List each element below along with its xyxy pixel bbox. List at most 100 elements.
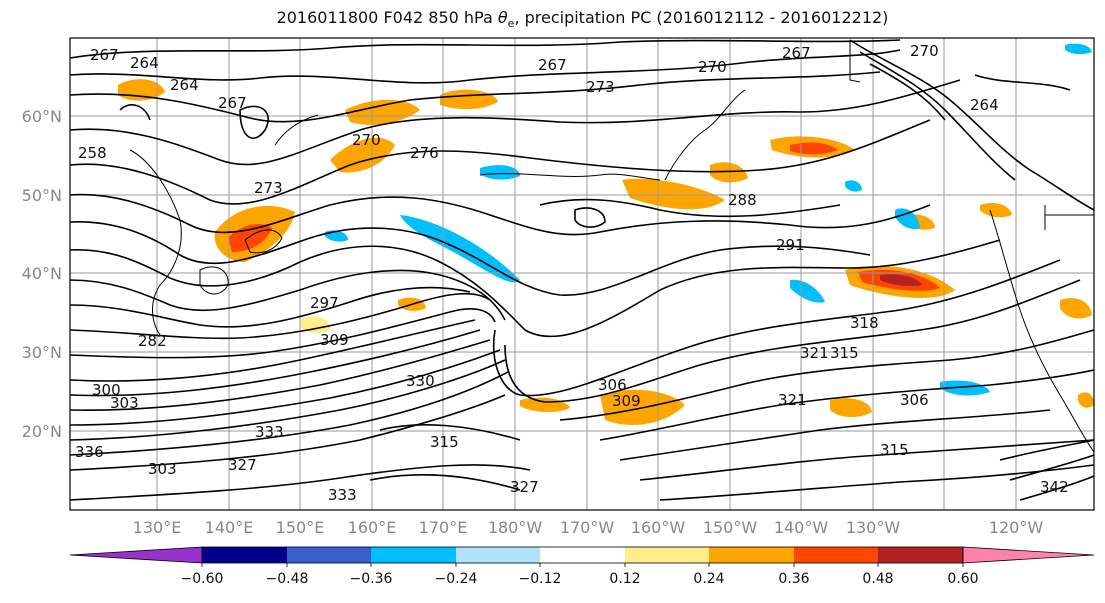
lon-label: 140°E: [205, 518, 254, 537]
contour-label: 291: [776, 236, 805, 254]
longitude-labels: 130°E 140°E 150°E 160°E 170°E 180°W 170°…: [133, 518, 1044, 537]
contour-label: 270: [910, 42, 939, 60]
contour-label: 309: [612, 392, 641, 410]
contour-label: 321: [778, 391, 807, 409]
lat-label: 20°N: [22, 422, 62, 441]
contour-label: 321: [800, 344, 829, 362]
lon-label: 150°W: [703, 518, 758, 537]
colorbar-tick-label: −0.36: [350, 571, 393, 587]
contour-label: 330: [406, 372, 435, 390]
colorbar-tick-label: 0.12: [609, 571, 640, 587]
colorbar-tick-label: −0.24: [435, 571, 478, 587]
contour-label: 273: [586, 78, 615, 96]
precip-patch: [790, 142, 838, 155]
contour-label: 258: [78, 144, 107, 162]
contour-label: 309: [320, 331, 349, 349]
contour-label: 327: [228, 456, 257, 474]
contour-labels: 267 264 264 267 258 270 276 273 267 273 …: [75, 42, 1069, 504]
precip-patch: [830, 398, 872, 418]
precip-patch: [790, 279, 825, 303]
contour-label: 267: [90, 46, 119, 64]
lon-label: 180°W: [488, 518, 543, 537]
contour-label: 303: [148, 460, 177, 478]
lon-label: 120°W: [989, 518, 1044, 537]
contour-label: 336: [75, 443, 104, 461]
colorbar-segment: [202, 547, 287, 563]
colorbar-segment: [794, 547, 878, 563]
coastlines: [129, 40, 1094, 453]
theta-e-contours: [70, 39, 1094, 501]
lon-label: 160°E: [348, 518, 397, 537]
colorbar-tick-label: −0.60: [181, 571, 224, 587]
contour-label: 342: [1040, 478, 1069, 496]
colorbar-tick-label: 0.48: [862, 571, 893, 587]
precip-patch: [880, 274, 922, 287]
precip-patch: [845, 180, 862, 192]
map-plot-area: 267 264 264 267 258 270 276 273 267 273 …: [70, 38, 1094, 510]
contour-label: 300: [92, 381, 121, 399]
precip-patch: [710, 162, 748, 183]
contour-label: 306: [598, 376, 627, 394]
colorbar-segment: [287, 547, 371, 563]
contour-label: 264: [170, 76, 199, 94]
contour-label: 267: [218, 94, 247, 112]
lat-lon-grid: [70, 38, 1094, 510]
colorbar-segment: [878, 547, 963, 563]
lat-label: 30°N: [22, 343, 62, 362]
lon-label: 150°E: [276, 518, 325, 537]
contour-label: 264: [130, 54, 159, 72]
lon-label: 160°W: [631, 518, 686, 537]
precip-patch: [1065, 43, 1092, 55]
colorbar-tick-label: 0.24: [693, 571, 724, 587]
colorbar-extend-high: [962, 546, 1095, 564]
precip-patch: [895, 208, 920, 230]
precip-patch: [940, 380, 990, 396]
contour-label: 267: [782, 44, 811, 62]
colorbar-segment: [625, 547, 709, 563]
lon-label: 130°W: [846, 518, 901, 537]
lon-label: 130°E: [133, 518, 182, 537]
contour-label: 270: [352, 131, 381, 149]
precip-patch: [1078, 392, 1094, 408]
colorbar-tick-label: 0.60: [947, 571, 978, 587]
contour-label: 297: [310, 294, 339, 312]
lat-label: 40°N: [22, 264, 62, 283]
colorbar-segment: [456, 547, 540, 563]
lat-label: 60°N: [22, 107, 62, 126]
latitude-labels: 60°N 50°N 40°N 30°N 20°N: [22, 107, 62, 441]
contour-label: 315: [880, 441, 909, 459]
precip-patch: [330, 137, 395, 173]
contour-label: 288: [728, 191, 757, 209]
precip-patch: [300, 316, 330, 333]
colorbar-tick-label: 0.36: [778, 571, 809, 587]
lon-label: 170°E: [419, 518, 468, 537]
precip-patch: [480, 165, 520, 180]
lon-label: 140°W: [774, 518, 829, 537]
lon-label: 170°W: [560, 518, 615, 537]
contour-label: 327: [510, 478, 539, 496]
precip-patch: [980, 203, 1012, 218]
colorbar-tick-label: −0.12: [519, 571, 562, 587]
contour-label: 306: [900, 391, 929, 409]
colorbar-tick-label: −0.48: [266, 571, 309, 587]
map-frame: [69, 37, 1095, 511]
contour-label: 276: [410, 144, 439, 162]
contour-label: 315: [830, 344, 859, 362]
precip-patch: [345, 99, 420, 125]
contour-label: 264: [970, 96, 999, 114]
colorbar-extend-low: [69, 546, 203, 564]
contour-label: 315: [430, 433, 459, 451]
colorbar-frame: [201, 546, 964, 564]
precip-patch: [622, 178, 725, 210]
map-title: 2016011800 F042 850 hPa θe, precipitatio…: [276, 8, 889, 31]
contour-label: 282: [138, 332, 167, 350]
colorbar: −0.60 −0.48 −0.36 −0.24 −0.12 0.12 0.24 …: [69, 546, 1095, 587]
contour-label: 267: [538, 56, 567, 74]
contour-label: 273: [254, 179, 283, 197]
colorbar-segment: [540, 547, 625, 563]
precip-patch: [1060, 298, 1092, 319]
colorbar-segment: [371, 547, 456, 563]
contour-label: 333: [255, 423, 284, 441]
contour-label: 318: [850, 314, 879, 332]
